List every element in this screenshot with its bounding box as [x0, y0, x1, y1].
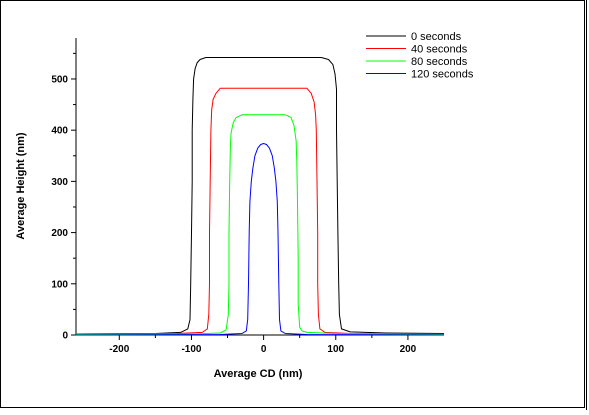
- y-tick-label: 500: [51, 74, 68, 85]
- legend-label-3: 120 seconds: [411, 69, 474, 81]
- figure-border: [0, 0, 585, 408]
- y-tick-label: 400: [51, 126, 68, 137]
- legend-label-2: 80 seconds: [411, 56, 468, 68]
- series-line-0: [75, 57, 445, 335]
- legend-label-0: 0 seconds: [411, 31, 462, 43]
- x-tick-label: 100: [327, 344, 344, 355]
- series-line-1: [75, 87, 445, 335]
- legend-label-1: 40 seconds: [411, 44, 468, 56]
- x-tick-label: -200: [109, 344, 129, 355]
- y-tick-label: 100: [51, 279, 68, 290]
- x-tick-label: 0: [261, 344, 267, 355]
- series-line-3: [75, 143, 445, 336]
- y-tick-label: 300: [51, 177, 68, 188]
- y-axis-label: Average Height (nm): [15, 132, 27, 240]
- series-layer: [75, 57, 445, 336]
- series-line-2: [75, 114, 445, 335]
- y-tick-label: 200: [51, 228, 68, 239]
- y-tick-label: 0: [62, 331, 68, 342]
- x-tick-label: -100: [181, 344, 201, 355]
- x-axis-label: Average CD (nm): [214, 368, 303, 380]
- x-tick-label: 200: [400, 344, 417, 355]
